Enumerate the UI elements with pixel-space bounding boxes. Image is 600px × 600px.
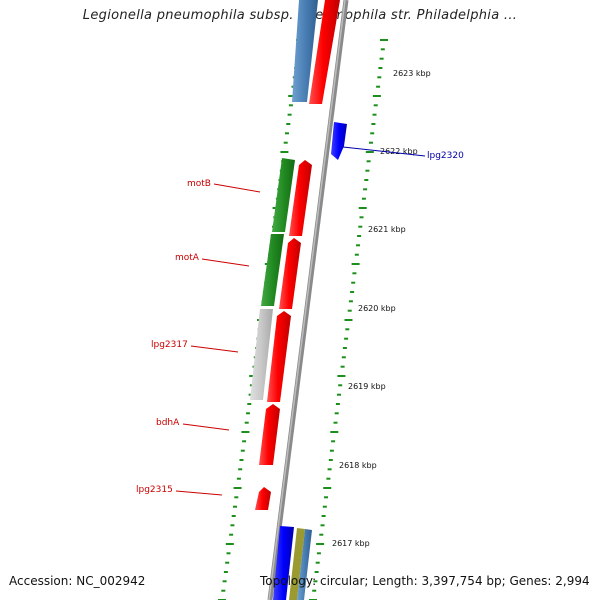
genome-backbone [267,0,349,600]
gene-label-bdhA[interactable]: bdhA [156,418,230,431]
gene-bottom-blue [273,526,294,600]
gene-top-steel [292,0,318,102]
scale-label-2623: 2623 kbp [393,69,431,78]
scale-label-2617: 2617 kbp [332,539,370,548]
gene-label-lpg2317[interactable]: lpg2317 [151,340,239,353]
accession-text: Accession: NC_002942 [9,574,146,588]
gene-label-text-lpg2317: lpg2317 [151,340,188,350]
gene-label-text-motB: motB [187,179,211,189]
gene-label-lpg2320[interactable]: lpg2320 [342,146,464,161]
gene-lpg2317-gray [250,309,273,400]
genome-backbone-highlight [268,0,346,600]
gene-lpg2317-red [267,311,291,402]
scale-label-2620: 2620 kbp [358,304,396,313]
gene-motB-red [289,160,312,236]
scale-label-2621: 2621 kbp [368,225,406,234]
gene-label-text-motA: motA [175,253,200,263]
gene-lpg2320-arrow [331,122,347,160]
gene-bottom-steel [297,529,312,600]
gene-motA-red [279,238,301,309]
gene-lpg2315-red [255,487,271,510]
gene-motB-green [272,158,295,232]
gene-top-red [309,0,340,104]
scale-label-2618: 2618 kbp [339,461,377,470]
scale-label-2622: 2622 kbp [380,147,418,156]
scale-label-2619: 2619 kbp [348,382,386,391]
topology-summary: Topology: circular; Length: 3,397,754 bp… [260,574,590,588]
gene-label-lpg2315[interactable]: lpg2315 [136,485,223,496]
gene-bottom-olive [289,528,305,600]
scale-labels: 2623 kbp 2622 kbp 2621 kbp 2620 kbp 2619… [332,69,431,548]
gene-motA-green [261,234,284,306]
gene-label-text-lpg2315: lpg2315 [136,485,173,495]
gene-label-text-bdhA: bdhA [156,418,180,428]
gene-label-motA[interactable]: motA [175,253,250,267]
right-tick-track [309,39,388,600]
gene-label-text-lpg2320: lpg2320 [427,151,464,161]
gene-bdhA-red [259,404,280,465]
gene-label-motB[interactable]: motB [187,179,261,193]
